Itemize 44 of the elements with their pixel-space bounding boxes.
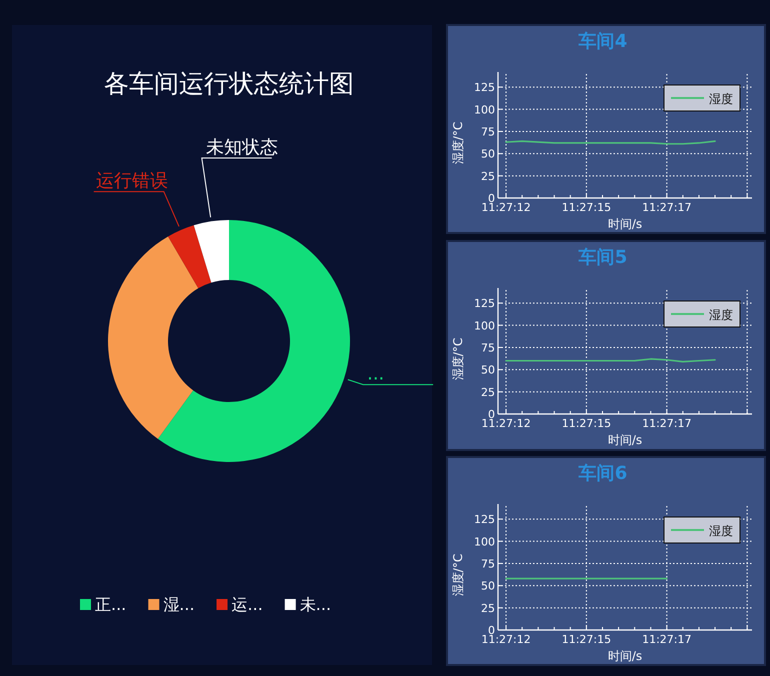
y-tick-label: 25 (481, 602, 495, 615)
text: 运行错误 (96, 170, 168, 192)
text: ... (367, 364, 384, 385)
x-tick-label: 11:27:12 (481, 201, 531, 214)
y-tick-label: 75 (481, 341, 495, 354)
y-tick-label: 125 (474, 297, 495, 310)
y-tick-label: 50 (481, 364, 495, 377)
y-tick-label: 100 (474, 103, 495, 116)
legend-label: 湿度 (709, 308, 733, 322)
chart-title: 车间6 (578, 463, 628, 484)
x-tick-label: 11:27:12 (481, 417, 531, 430)
y-tick-label: 50 (481, 580, 495, 593)
legend-label: 湿度 (709, 92, 733, 106)
x-axis-title: 时间/s (608, 217, 642, 231)
legend-label: 未... (300, 595, 332, 614)
x-axis-title: 时间/s (608, 649, 642, 663)
legend-label: 运... (232, 595, 263, 614)
y-tick-label: 75 (481, 557, 495, 570)
y-tick-label: 100 (474, 535, 495, 548)
x-tick-label: 11:27:15 (562, 633, 612, 646)
x-axis-title: 时间/s (608, 433, 642, 447)
text: 未知状态 (206, 137, 278, 158)
x-tick-label: 11:27:17 (642, 417, 692, 430)
y-tick-label: 75 (481, 125, 495, 138)
y-tick-label: 25 (481, 170, 495, 183)
x-tick-label: 11:27:17 (642, 633, 692, 646)
chart-title: 车间4 (578, 31, 628, 52)
chart-title: 各车间运行状态统计图 (104, 69, 354, 98)
x-tick-label: 11:27:12 (481, 633, 531, 646)
y-tick-label: 125 (474, 81, 495, 94)
x-tick-label: 11:27:17 (642, 201, 692, 214)
legend-label: 正... (95, 595, 126, 614)
y-tick-label: 125 (474, 513, 495, 526)
y-axis-title: 湿度/°C (451, 338, 465, 380)
chart-title: 车间5 (578, 247, 628, 268)
legend-label: 湿度 (709, 524, 733, 538)
y-tick-label: 100 (474, 319, 495, 332)
legend-label: 湿... (163, 595, 195, 614)
y-tick-label: 50 (481, 148, 495, 161)
y-tick-label: 25 (481, 386, 495, 399)
x-tick-label: 11:27:15 (562, 201, 612, 214)
y-axis-title: 湿度/°C (451, 122, 465, 164)
x-tick-label: 11:27:15 (562, 417, 612, 430)
y-axis-title: 湿度/°C (451, 554, 465, 596)
